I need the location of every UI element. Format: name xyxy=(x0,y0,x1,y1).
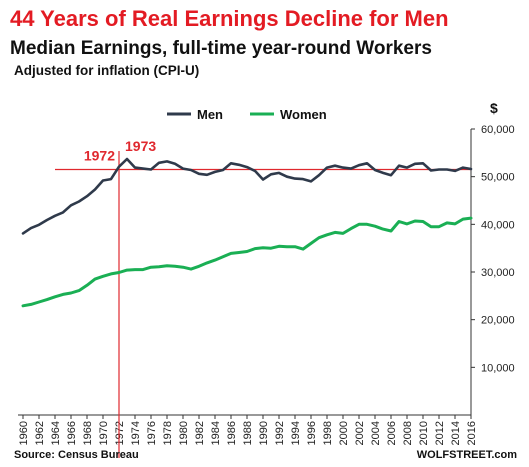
x-tick-label: 1992 xyxy=(274,421,286,445)
x-tick-label: 1998 xyxy=(322,421,334,445)
axes: 10,000 20,000 30,000 40,000 50,000 60,000 1960… xyxy=(18,124,515,445)
x-tick-label: 2002 xyxy=(354,421,366,445)
legend-label-men: Men xyxy=(197,107,223,122)
x-tick-label: 2006 xyxy=(386,421,398,445)
y-tick-label: 20,000 xyxy=(481,315,515,327)
x-tick-label: 1982 xyxy=(194,421,206,445)
x-tick-label: 1980 xyxy=(178,421,190,445)
chart-title: 44 Years of Real Earnings Decline for Me… xyxy=(10,6,449,31)
reference-lines xyxy=(55,151,471,458)
annotation-1972: 1972 xyxy=(84,148,115,164)
series-line-men xyxy=(21,157,473,235)
series-lines xyxy=(21,157,473,308)
x-tick-label: 1960 xyxy=(18,421,30,445)
annotation-1973: 1973 xyxy=(125,138,156,154)
site-credit: WOLFSTREET.com xyxy=(416,449,517,461)
x-tick-label: 2004 xyxy=(370,421,382,445)
y-tick-label: 40,000 xyxy=(481,219,515,231)
x-tick-label: 2010 xyxy=(418,421,430,445)
x-tick-label: 2012 xyxy=(434,421,446,445)
x-tick-label: 1978 xyxy=(162,421,174,445)
y-tick-label: 50,000 xyxy=(481,172,515,184)
x-tick-label: 2016 xyxy=(466,421,478,445)
x-tick-label: 2014 xyxy=(450,421,462,445)
x-tick-label: 1962 xyxy=(34,421,46,445)
series-line-women xyxy=(21,216,473,308)
y-tick-label: 60,000 xyxy=(481,124,515,136)
x-tick-label: 2000 xyxy=(338,421,350,445)
y-tick-label: 10,000 xyxy=(481,362,515,374)
x-tick-label: 1970 xyxy=(98,421,110,445)
x-tick-label: 1988 xyxy=(242,421,254,445)
x-tick-label: 1972 xyxy=(114,421,126,445)
x-tick-label: 1968 xyxy=(82,421,94,445)
x-tick-label: 1974 xyxy=(130,421,142,445)
y-tick-label: 30,000 xyxy=(481,267,515,279)
legend-label-women: Women xyxy=(280,107,327,122)
x-tick-label: 2008 xyxy=(402,421,414,445)
chart-subtitle: Median Earnings, full-time year-round Wo… xyxy=(10,38,432,59)
x-tick-label: 1986 xyxy=(226,421,238,445)
x-tick-label: 1984 xyxy=(210,421,222,445)
legend: Men Women xyxy=(167,107,327,122)
chart-note: Adjusted for inflation (CPI-U) xyxy=(14,63,200,78)
x-tick-label: 1994 xyxy=(290,421,302,445)
y-unit-label: $ xyxy=(490,100,498,116)
x-tick-label: 1966 xyxy=(66,421,78,445)
x-tick-label: 1996 xyxy=(306,421,318,445)
source-note: Source: Census Bureau xyxy=(14,449,139,461)
annotations: 1972 1973 xyxy=(84,138,157,163)
x-tick-label: 1976 xyxy=(146,421,158,445)
x-tick-label: 1990 xyxy=(258,421,270,445)
x-tick-label: 1964 xyxy=(50,421,62,445)
